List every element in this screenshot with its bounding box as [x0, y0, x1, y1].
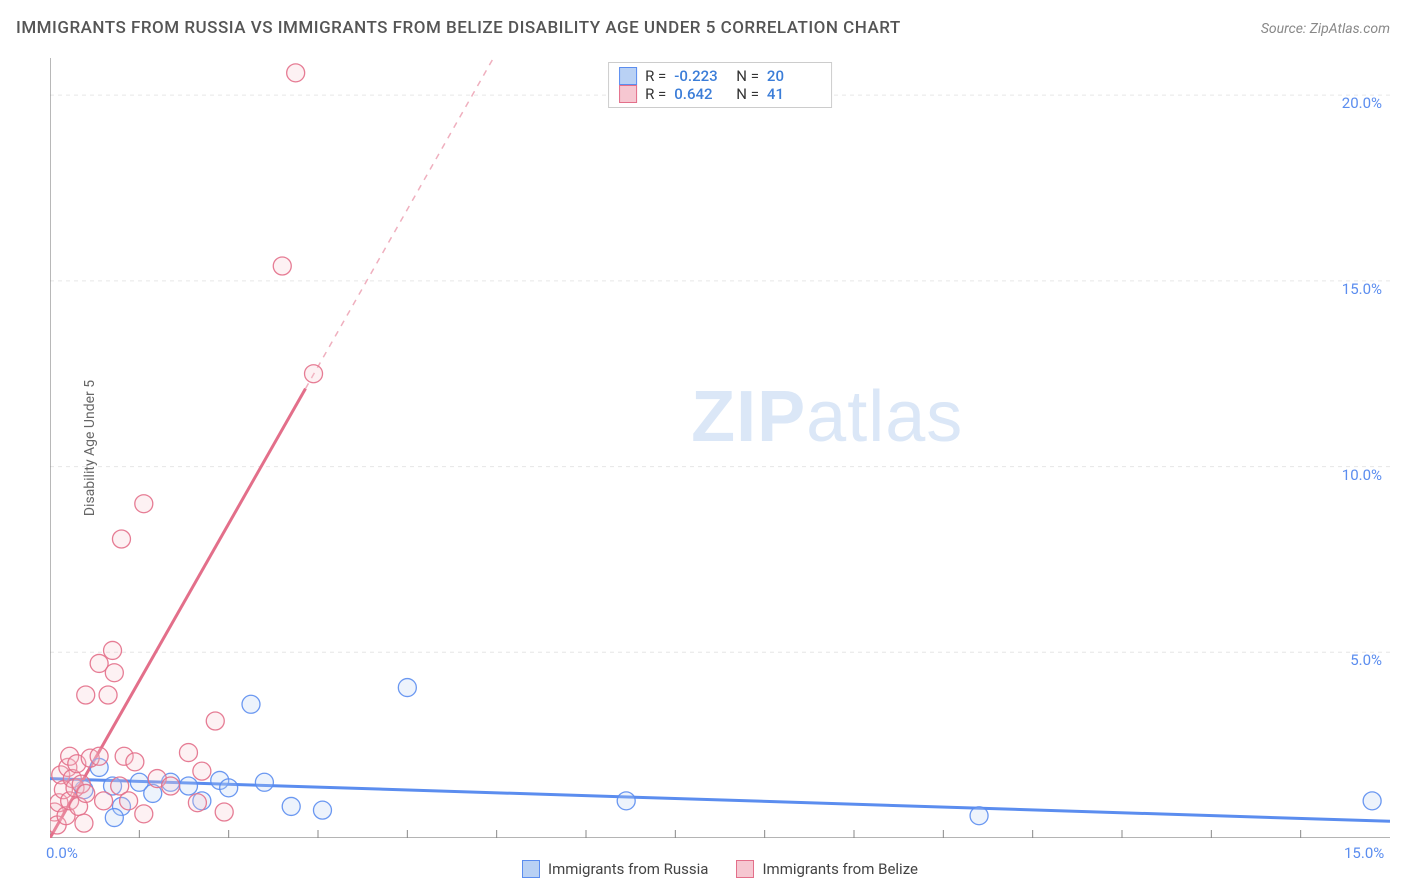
x-tick-label: 15.0% [1344, 844, 1384, 862]
legend-n-label: N = [736, 67, 759, 85]
legend-n-value: 41 [767, 85, 821, 103]
legend-series-item: Immigrants from Belize [736, 860, 918, 878]
legend-swatch [619, 85, 637, 103]
legend-n-label: N = [736, 85, 759, 103]
source-attribution: Source: ZipAtlas.com [1261, 21, 1390, 37]
legend-series-name: Immigrants from Russia [548, 860, 708, 878]
legend-series-name: Immigrants from Belize [762, 860, 918, 878]
legend-swatch [736, 860, 754, 878]
y-tick-label: 5.0% [1350, 651, 1382, 669]
legend-swatch [522, 860, 540, 878]
legend-stat-row: R = -0.223 N = 20 [619, 67, 821, 85]
chart-title: IMMIGRANTS FROM RUSSIA VS IMMIGRANTS FRO… [16, 18, 901, 38]
chart-container: Disability Age Under 5 ZIPatlas R =-0.22… [50, 58, 1390, 838]
legend-r-value: 0.642 [674, 85, 728, 103]
y-tick-label: 15.0% [1342, 280, 1382, 298]
legend-series: Immigrants from Russia Immigrants from Be… [50, 860, 1390, 878]
legend-swatch [619, 67, 637, 85]
x-tick-label: 0.0% [46, 844, 78, 862]
y-tick-label: 20.0% [1342, 94, 1382, 112]
scatter-plot [50, 58, 1390, 838]
legend-stats-box: R = -0.223 N = 20 R = 0.642 N = 41 [608, 62, 832, 108]
legend-n-value: 20 [767, 67, 821, 85]
y-tick-label: 10.0% [1342, 466, 1382, 484]
legend-r-value: -0.223 [674, 67, 728, 85]
legend-r-label: R = [645, 67, 666, 85]
legend-stat-row: R = 0.642 N = 41 [619, 85, 821, 103]
legend-r-label: R = [645, 85, 666, 103]
legend-series-item: Immigrants from Russia [522, 860, 708, 878]
